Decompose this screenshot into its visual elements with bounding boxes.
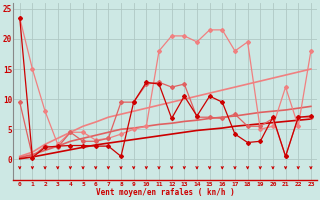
X-axis label: Vent moyen/en rafales ( kn/h ): Vent moyen/en rafales ( kn/h ) xyxy=(96,188,235,197)
